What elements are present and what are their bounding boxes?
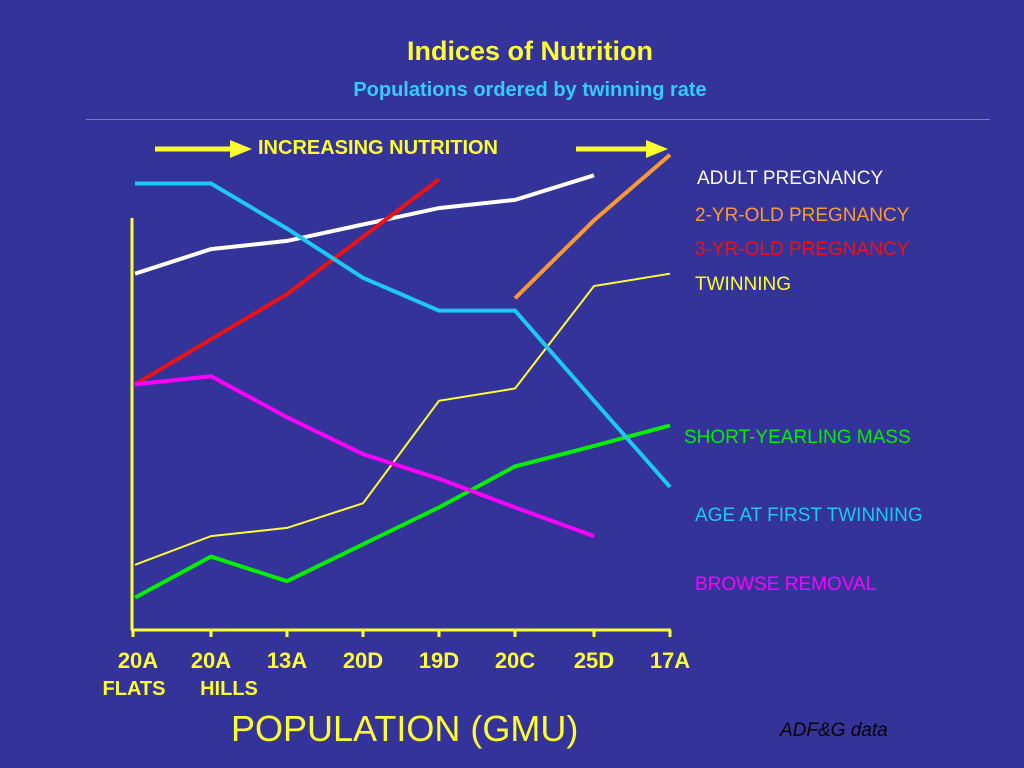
x-tick-label: 17A (649, 648, 691, 673)
x-tick-sublabel: FLATS (102, 678, 166, 700)
x-tick-label: 25D (573, 648, 615, 673)
series-line-2-yr-old-pregnancy (513, 153, 672, 300)
series-label-3-yr-old-pregnancy: 3-YR-OLD PREGNANCY (695, 239, 910, 260)
series-lines (133, 153, 672, 600)
x-tick-label: 20C (494, 648, 536, 673)
right-arrow-head (646, 140, 668, 158)
axes (130, 218, 672, 637)
series-line-browse-removal (134, 374, 595, 538)
nutrition-arrows (155, 140, 668, 158)
x-tick-label: 20A (190, 648, 232, 673)
series-line-3-yr-old-pregnancy (133, 177, 441, 387)
series-label-browse-removal: BROWSE REMOVAL (695, 574, 877, 595)
title-divider (86, 119, 990, 120)
x-axis-label: POPULATION (GMU) (231, 708, 579, 749)
series-line-age-at-first-twinning (135, 181, 672, 489)
source-note: ADF&G data (780, 720, 888, 741)
series-line-short-yearling-mass (134, 423, 671, 600)
x-tick-label: 20A (117, 648, 159, 673)
x-tick-label: 20D (342, 648, 384, 673)
chart-title: Indices of Nutrition (407, 36, 653, 66)
x-tick-sublabel: HILLS (200, 678, 258, 700)
series-label-short-yearling-mass: SHORT-YEARLING MASS (684, 427, 911, 448)
chart-subtitle: Populations ordered by twinning rate (353, 79, 707, 101)
x-tick-label: 19D (418, 648, 460, 673)
x-tick-label: 13A (266, 648, 308, 673)
increasing-nutrition-label: INCREASING NUTRITION (258, 137, 498, 159)
series-label-age-at-first-twinning: AGE AT FIRST TWINNING (695, 505, 923, 526)
series-label-twinning: TWINNING (695, 274, 792, 295)
series-line-twinning (134, 272, 671, 566)
series-label-adult-pregnancy: ADULT PREGNANCY (697, 168, 884, 189)
series-line-adult-pregnancy (134, 173, 595, 276)
left-arrow-head (230, 140, 252, 158)
series-label-2-yr-old-pregnancy: 2-YR-OLD PREGNANCY (695, 205, 910, 226)
